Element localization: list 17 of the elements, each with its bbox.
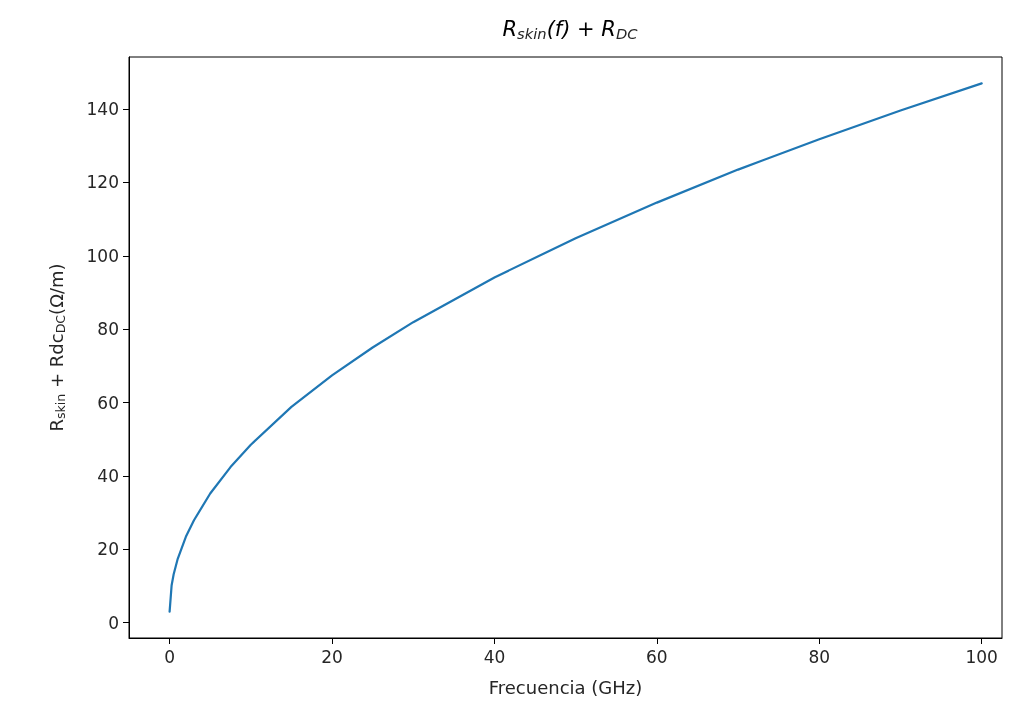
y-tick-label: 60 <box>97 392 119 413</box>
x-tick-label: 40 <box>483 646 506 667</box>
x-tick-label: 0 <box>164 646 176 667</box>
y-tick-label: 80 <box>97 319 119 340</box>
x-tick-label: 80 <box>808 646 831 667</box>
y-tick-label: 0 <box>108 612 119 633</box>
y-tick-label: 20 <box>97 539 119 560</box>
x-tick-label: 100 <box>965 646 998 667</box>
y-tick-label: 140 <box>86 99 119 120</box>
y-tick-label: 40 <box>97 465 119 486</box>
y-axis-title: Rskin + RdcDC(Ω/m) <box>45 263 68 432</box>
x-axis-title: Frecuencia (GHz) <box>488 676 643 698</box>
x-tick-label: 60 <box>646 646 668 667</box>
x-tick-label: 20 <box>321 646 343 667</box>
y-tick-label: 120 <box>86 172 119 193</box>
y-tick-label: 100 <box>86 245 119 266</box>
line-series <box>168 82 983 613</box>
